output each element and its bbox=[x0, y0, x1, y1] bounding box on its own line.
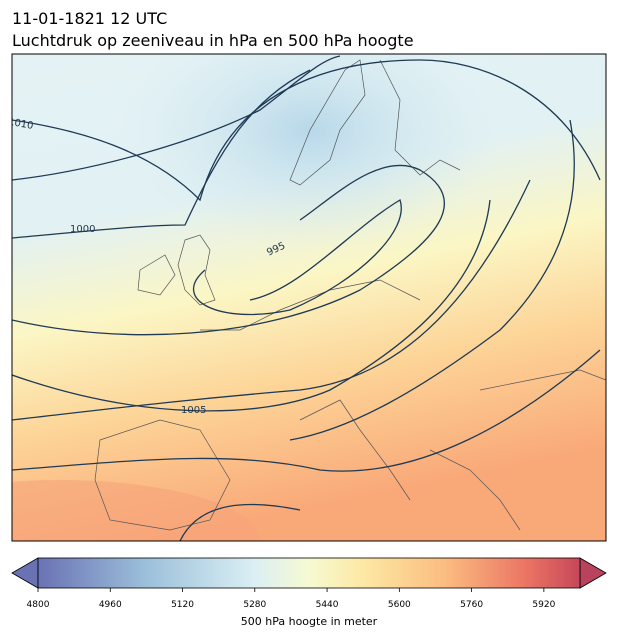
colorbar-tick-label: 4800 bbox=[27, 600, 50, 610]
map: 1010 1000 995 1005 bbox=[7, 54, 606, 541]
colorbar-tick-label: 5920 bbox=[532, 600, 555, 610]
colorbar-tick-label: 5760 bbox=[460, 600, 483, 610]
title-line2: Luchtdruk op zeeniveau in hPa en 500 hPa… bbox=[12, 31, 414, 50]
contour-label: 1010 bbox=[7, 117, 34, 132]
title-line1: 11-01-1821 12 UTC bbox=[12, 9, 167, 28]
contour-label: 1005 bbox=[181, 405, 206, 416]
colorbar-tick-label: 5280 bbox=[243, 600, 266, 610]
map-frame bbox=[11, 53, 607, 542]
colorbar: 500 hPa hoogte in meter 4800 4960 5120 5280… bbox=[11, 557, 607, 628]
contour-label: 1000 bbox=[70, 224, 95, 235]
colorbar-tick-label: 5440 bbox=[316, 600, 339, 610]
colorbar-tick-label: 5120 bbox=[171, 600, 194, 610]
colorbar-tick-label: 5600 bbox=[388, 600, 411, 610]
colorbar-tick-label: 4960 bbox=[99, 600, 122, 610]
colorbar-label: 500 hPa hoogte in meter bbox=[241, 615, 378, 628]
